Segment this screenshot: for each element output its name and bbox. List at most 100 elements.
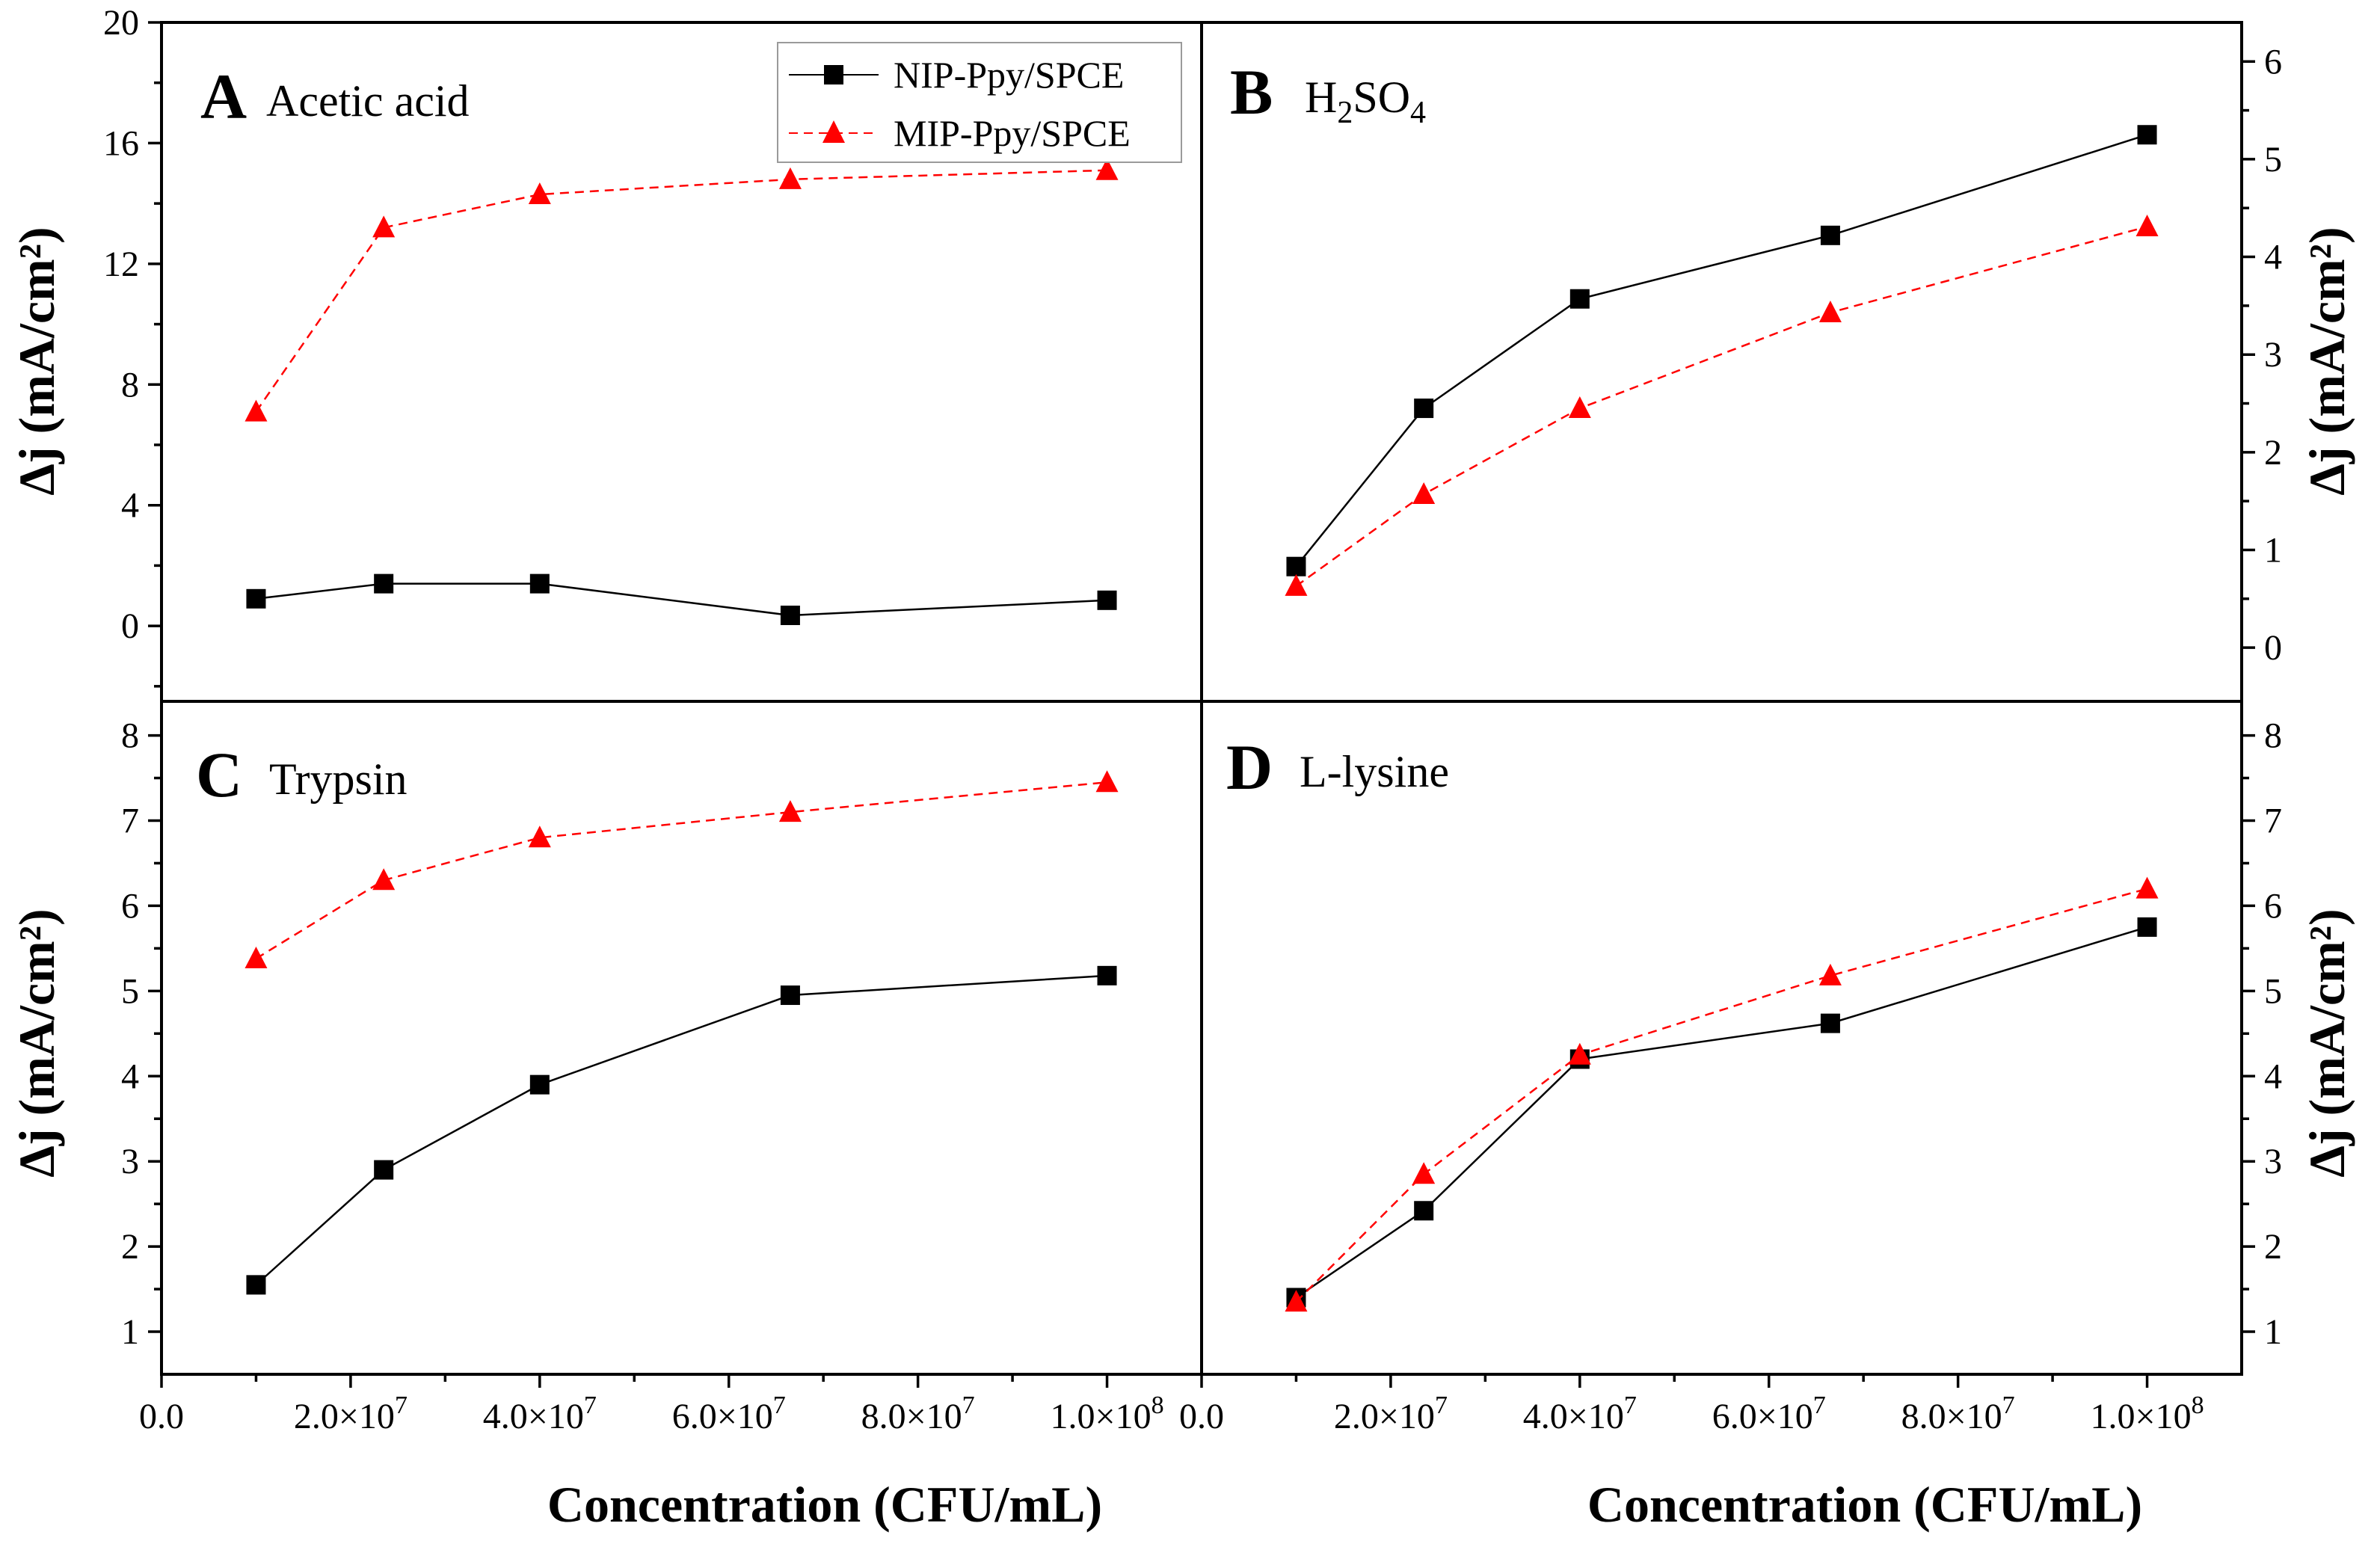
data-point-mip-c	[778, 800, 802, 822]
y-tick-label-c: 7	[121, 801, 139, 840]
x-tick-exponent: 7	[2002, 1391, 2015, 1419]
data-point-mip-d	[1818, 963, 1842, 985]
x-tick-mantissa: 1.0×10	[2091, 1397, 2192, 1436]
y-tick-label-d: 8	[2264, 716, 2282, 756]
x-tick-exponent: 7	[584, 1391, 597, 1419]
data-point-nip-c	[374, 1160, 394, 1180]
data-point-nip-c	[246, 1275, 266, 1295]
panel-a-letter: A	[200, 61, 247, 132]
data-point-mip-a	[1095, 158, 1119, 180]
data-point-mip-b	[1412, 482, 1436, 505]
data-point-nip-d	[1414, 1201, 1434, 1221]
x-tick-mantissa: 2.0×10	[1334, 1397, 1435, 1436]
data-point-mip-d	[1412, 1162, 1436, 1184]
x-tick-label-d: 2.0×107	[1334, 1391, 1448, 1436]
panel-c-letter: C	[196, 739, 242, 811]
data-point-mip-d	[2135, 876, 2159, 899]
x-tick-mantissa: 6.0×10	[1712, 1397, 1813, 1436]
y-tick-label-d: 5	[2264, 971, 2282, 1011]
panel-b-name: H2SO4	[1305, 73, 1426, 130]
panel-d-name: L-lysine	[1300, 747, 1449, 796]
y-axis-title-c: Δj (mA/cm²)	[8, 908, 65, 1177]
data-point-nip-b	[1820, 225, 1840, 245]
x-tick-mantissa: 2.0×10	[294, 1397, 395, 1436]
y-tick-label-a: 12	[103, 245, 139, 284]
panel-b-name-sub1: 2	[1337, 96, 1353, 130]
legend-mip-marker	[822, 120, 845, 143]
y-tick-label-c: 4	[121, 1057, 139, 1096]
panel-b-letter: B	[1230, 56, 1273, 128]
y-axis-title-c-text: Δj (mA/cm²)	[8, 908, 65, 1177]
data-point-nip-c	[780, 985, 800, 1006]
y-tick-label-b: 4	[2264, 238, 2282, 277]
panel-d-frame	[1200, 700, 2243, 1376]
y-tick-label-d: 2	[2264, 1227, 2282, 1267]
x-tick-exponent: 7	[1435, 1391, 1448, 1419]
data-point-mip-b	[1285, 573, 1308, 596]
x-axis-title-right: Concentration (CFU/mL)	[1587, 1476, 2142, 1533]
y-tick-label-c: 3	[121, 1142, 139, 1181]
data-point-nip-a	[246, 588, 266, 609]
x-tick-mantissa: 1.0×10	[1051, 1397, 1151, 1436]
data-point-nip-b	[1414, 399, 1434, 419]
x-tick-label-c: 8.0×107	[861, 1391, 975, 1436]
x-axis-title-left: Concentration (CFU/mL)	[547, 1476, 1102, 1533]
x-tick-label-d: 4.0×107	[1523, 1391, 1637, 1436]
x-tick-label-c: 0.0	[139, 1397, 184, 1436]
panel-d-letter: D	[1226, 731, 1273, 803]
data-point-nip-a	[529, 573, 550, 594]
panel-a-name: Acetic acid	[266, 76, 470, 126]
x-tick-label-d: 0.0	[1179, 1397, 1224, 1436]
legend-nip-marker	[824, 65, 843, 84]
y-axis-title-a-text: Δj (mA/cm²)	[8, 227, 65, 495]
panel-c-name: Trypsin	[269, 754, 408, 804]
x-tick-exponent: 7	[1813, 1391, 1826, 1419]
y-tick-label-d: 6	[2264, 886, 2282, 926]
y-tick-label-b: 1	[2264, 530, 2282, 570]
y-axis-title-d-text: Δj (mA/cm²)	[2298, 908, 2355, 1177]
x-tick-exponent: 7	[395, 1391, 408, 1419]
legend-mip-label: MIP-Ppy/SPCE	[894, 112, 1131, 154]
series-line-mip-a	[255, 169, 1107, 413]
x-tick-mantissa: 4.0×10	[1523, 1397, 1624, 1436]
data-point-nip-b	[1286, 556, 1306, 576]
y-tick-label-d: 4	[2264, 1057, 2282, 1096]
data-point-nip-d	[1820, 1013, 1840, 1033]
x-tick-label-c: 2.0×107	[294, 1391, 408, 1436]
x-tick-exponent: 8	[1151, 1391, 1164, 1419]
x-tick-mantissa: 0.0	[139, 1397, 184, 1436]
x-tick-label-c: 4.0×107	[483, 1391, 597, 1436]
data-point-nip-d	[2137, 917, 2157, 937]
y-tick-label-b: 6	[2264, 42, 2282, 82]
data-point-mip-a	[372, 215, 396, 238]
y-tick-label-d: 3	[2264, 1142, 2282, 1181]
x-tick-mantissa: 0.0	[1179, 1397, 1224, 1436]
data-point-mip-a	[528, 182, 551, 205]
x-tick-label-c: 6.0×107	[672, 1391, 786, 1436]
data-point-nip-b	[1569, 289, 1590, 309]
x-tick-exponent: 7	[1624, 1391, 1637, 1419]
x-tick-mantissa: 8.0×10	[1901, 1397, 2002, 1436]
series-line-nip-c	[255, 974, 1107, 1286]
data-point-nip-b	[2137, 125, 2157, 145]
y-tick-label-c: 2	[121, 1227, 139, 1267]
y-axis-title-b: Δj (mA/cm²)	[2298, 227, 2355, 495]
y-tick-label-d: 1	[2264, 1312, 2282, 1352]
data-point-mip-b	[1568, 396, 1591, 419]
data-point-mip-d	[1568, 1042, 1591, 1065]
data-point-mip-c	[245, 947, 268, 969]
series-line-mip-d	[1295, 888, 2147, 1303]
y-tick-label-c: 1	[121, 1312, 139, 1352]
y-tick-label-c: 8	[121, 716, 139, 756]
legend-nip-label: NIP-Ppy/SPCE	[894, 54, 1124, 96]
data-point-mip-c	[1095, 770, 1119, 793]
y-tick-label-b: 5	[2264, 140, 2282, 179]
data-point-nip-c	[529, 1074, 550, 1095]
panel-b-frame	[1200, 21, 2243, 703]
x-tick-label-c: 1.0×108	[1051, 1391, 1164, 1436]
x-tick-label-d: 6.0×107	[1712, 1391, 1826, 1436]
panel-b-name-h: H	[1305, 73, 1337, 122]
